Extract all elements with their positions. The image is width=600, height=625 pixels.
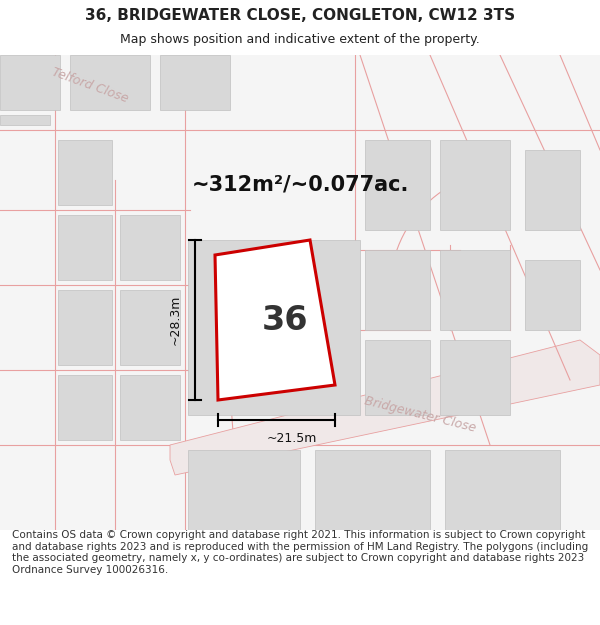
Text: 36: 36 — [261, 304, 308, 336]
Polygon shape — [120, 215, 180, 280]
Text: ~312m²/~0.077ac.: ~312m²/~0.077ac. — [191, 175, 409, 195]
Polygon shape — [70, 55, 150, 110]
Polygon shape — [215, 240, 335, 400]
Polygon shape — [120, 375, 180, 440]
Polygon shape — [315, 450, 430, 530]
Polygon shape — [170, 340, 600, 475]
Text: Bridgewater Close: Bridgewater Close — [363, 395, 477, 435]
Polygon shape — [445, 450, 560, 530]
Polygon shape — [440, 250, 510, 330]
Polygon shape — [160, 55, 230, 110]
Text: ~28.3m: ~28.3m — [169, 295, 182, 345]
Text: ~21.5m: ~21.5m — [266, 431, 317, 444]
Polygon shape — [525, 260, 580, 330]
Polygon shape — [440, 340, 510, 415]
Polygon shape — [120, 290, 180, 365]
Polygon shape — [58, 140, 112, 205]
Polygon shape — [58, 215, 112, 280]
Polygon shape — [58, 290, 112, 365]
Polygon shape — [0, 115, 50, 125]
Polygon shape — [365, 250, 430, 330]
Text: Contains OS data © Crown copyright and database right 2021. This information is : Contains OS data © Crown copyright and d… — [12, 530, 588, 575]
Text: Map shows position and indicative extent of the property.: Map shows position and indicative extent… — [120, 33, 480, 46]
Polygon shape — [365, 140, 430, 230]
Polygon shape — [0, 55, 60, 110]
Text: 36, BRIDGEWATER CLOSE, CONGLETON, CW12 3TS: 36, BRIDGEWATER CLOSE, CONGLETON, CW12 3… — [85, 8, 515, 23]
Polygon shape — [525, 150, 580, 230]
Polygon shape — [188, 450, 300, 530]
Text: Telford Close: Telford Close — [50, 65, 130, 105]
Polygon shape — [58, 375, 112, 440]
Polygon shape — [365, 340, 430, 415]
Polygon shape — [188, 240, 360, 415]
Polygon shape — [440, 140, 510, 230]
